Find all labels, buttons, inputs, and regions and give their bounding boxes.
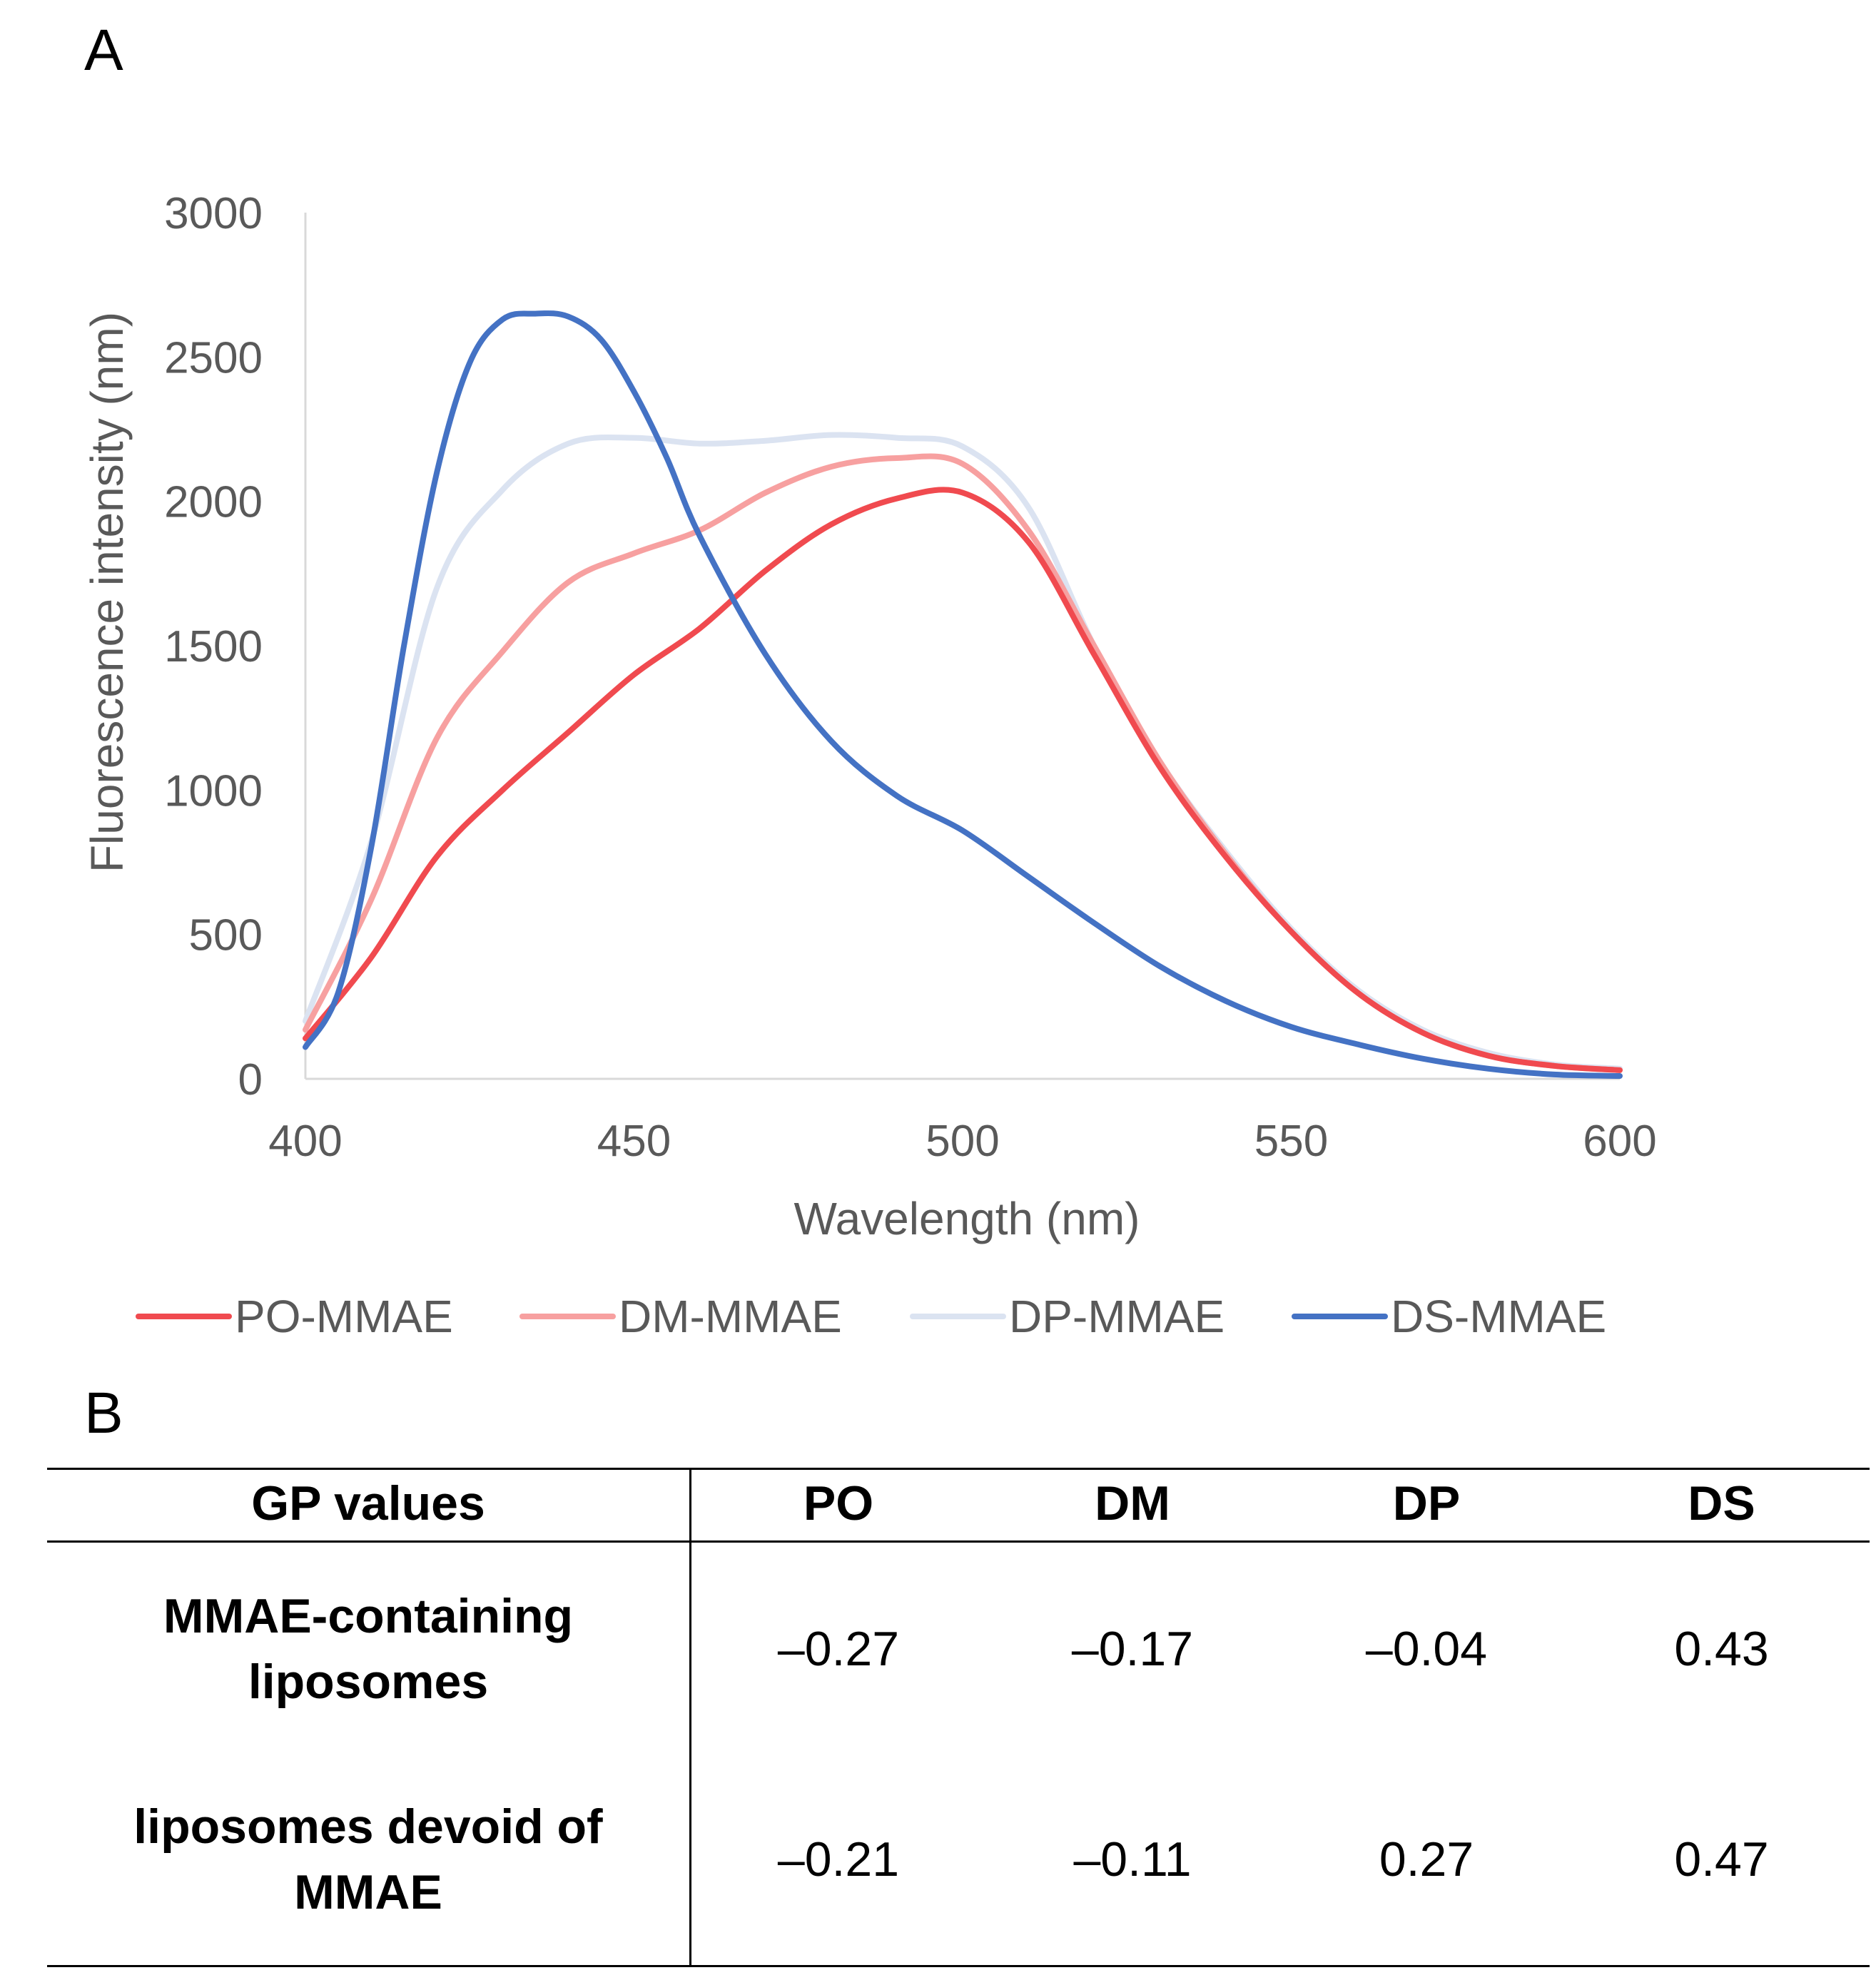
legend-item-ds-mmae: DS-MMAE: [1292, 1284, 1606, 1349]
y-tick-label: 3000: [164, 189, 263, 238]
legend-item-po-mmae: PO-MMAE: [136, 1284, 453, 1349]
table-cell: –0.21: [777, 1832, 900, 1887]
fluorescence-line-chart: 0 500 1000 1500 2000 2500 3000 400 450 500 550 600…: [81, 189, 1657, 1244]
legend-swatch-dp-mmae: [910, 1314, 1006, 1319]
table-cell: –0.27: [777, 1622, 900, 1677]
legend-item-dm-mmae: DM-MMAE: [519, 1284, 842, 1349]
y-axis-title: Fluorescence intensity (nm): [81, 312, 133, 873]
table-header-dm: DM: [1095, 1476, 1170, 1531]
table-row-label: liposomes devoid of MMAE: [133, 1799, 603, 1919]
table-cell: –0.17: [1071, 1622, 1194, 1677]
table-cell: –0.11: [1073, 1832, 1192, 1887]
chart-legend: PO-MMAE DM-MMAE DP-MMAE DS-MMAE: [0, 1284, 1876, 1349]
legend-swatch-ds-mmae: [1292, 1314, 1388, 1319]
x-tick-label: 600: [1583, 1117, 1656, 1166]
x-tick-label: 400: [268, 1117, 342, 1166]
legend-swatch-dm-mmae: [519, 1314, 616, 1319]
table-cell: 0.27: [1379, 1832, 1474, 1887]
y-tick-label: 2500: [164, 333, 263, 382]
gp-values-table: GP values PO DM DP DS MMAE-containing li…: [47, 1468, 1870, 1967]
x-axis-title: Wavelength (nm): [794, 1193, 1140, 1244]
table-header-gp-values: GP values: [251, 1476, 485, 1531]
table-header-ds: DS: [1688, 1476, 1755, 1531]
panel-b-label: B: [84, 1381, 123, 1446]
table-top-rule: [47, 1468, 1870, 1470]
series-line-po-mmae: [303, 487, 1623, 1073]
table-cell: 0.47: [1674, 1832, 1769, 1887]
legend-label-po-mmae: PO-MMAE: [235, 1291, 453, 1342]
x-tick-label: 550: [1254, 1117, 1328, 1166]
series-lines: [303, 310, 1623, 1079]
table-header-po: PO: [803, 1476, 874, 1531]
x-tick-label: 450: [597, 1117, 671, 1166]
table-bottom-rule: [47, 1965, 1870, 1967]
panel-a-label: A: [84, 18, 123, 83]
y-tick-label: 0: [238, 1055, 263, 1105]
y-tick-label: 2000: [164, 478, 263, 527]
series-line-ds-mmae: [303, 310, 1623, 1079]
legend-label-dm-mmae: DM-MMAE: [619, 1291, 842, 1342]
y-axis-ticks: 0 500 1000 1500 2000 2500 3000: [164, 189, 263, 1105]
legend-swatch-po-mmae: [136, 1314, 232, 1319]
x-axis-ticks: 400 450 500 550 600: [268, 1117, 1656, 1166]
y-tick-label: 1000: [164, 766, 263, 816]
table-header-dp: DP: [1392, 1476, 1461, 1531]
series-line-dm-mmae: [303, 453, 1623, 1073]
table-column-divider: [689, 1468, 691, 1967]
table-cell: 0.43: [1674, 1622, 1769, 1677]
legend-label-dp-mmae: DP-MMAE: [1009, 1291, 1225, 1342]
y-tick-label: 500: [189, 911, 263, 960]
legend-item-dp-mmae: DP-MMAE: [910, 1284, 1225, 1349]
table-row-label: MMAE-containing liposomes: [163, 1589, 574, 1709]
table-cell: –0.04: [1365, 1622, 1488, 1677]
y-tick-label: 1500: [164, 622, 263, 671]
series-line-dp-mmae: [303, 432, 1623, 1072]
table-header-rule: [47, 1540, 1870, 1543]
x-tick-label: 500: [926, 1117, 999, 1166]
legend-label-ds-mmae: DS-MMAE: [1391, 1291, 1607, 1342]
